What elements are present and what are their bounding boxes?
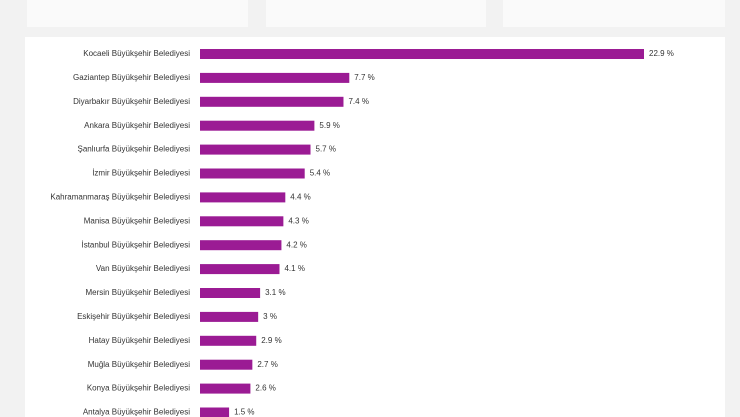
value-label: 7.4 % — [348, 97, 368, 106]
chart-panel — [25, 37, 725, 417]
category-label: Konya Büyükşehir Belediyesi — [87, 384, 190, 393]
category-label: Kahramanmaraş Büyükşehir Belediyesi — [50, 193, 190, 202]
bar — [200, 72, 350, 83]
category-label: Şanlıurfa Büyükşehir Belediyesi — [77, 145, 190, 154]
category-label: İstanbul Büyükşehir Belediyesi — [81, 240, 190, 249]
value-label: 22.9 % — [649, 49, 674, 58]
bar — [200, 288, 261, 298]
bar — [200, 383, 251, 394]
value-label: 2.6 % — [255, 384, 275, 393]
bar — [200, 264, 280, 275]
bar — [200, 192, 286, 203]
bar — [200, 120, 315, 131]
bar — [200, 96, 344, 107]
category-label: Gaziantep Büyükşehir Belediyesi — [73, 73, 190, 82]
category-label: Diyarbakır Büyükşehir Belediyesi — [73, 97, 190, 106]
summary-card — [266, 0, 486, 27]
summary-card — [503, 0, 725, 27]
bar — [200, 49, 644, 59]
bar — [200, 216, 284, 227]
value-label: 4.4 % — [290, 193, 310, 202]
bar — [200, 240, 282, 251]
category-label: Van Büyükşehir Belediyesi — [96, 264, 190, 273]
bar — [200, 311, 259, 322]
value-label: 1.5 % — [234, 408, 254, 417]
value-label: 5.7 % — [316, 145, 336, 154]
category-label: Hatay Büyükşehir Belediyesi — [89, 336, 191, 345]
bar — [200, 359, 253, 370]
category-label: İzmir Büyükşehir Belediyesi — [92, 169, 190, 178]
value-label: 2.9 % — [261, 336, 281, 345]
category-label: Mersin Büyükşehir Belediyesi — [86, 288, 191, 297]
value-label: 5.4 % — [310, 169, 330, 178]
bar — [200, 407, 230, 417]
bar — [200, 335, 257, 346]
bar — [200, 168, 305, 179]
value-label: 5.9 % — [319, 121, 339, 130]
category-label: Eskişehir Büyükşehir Belediyesi — [77, 312, 190, 321]
summary-card — [27, 0, 248, 27]
category-label: Kocaeli Büyükşehir Belediyesi — [83, 49, 190, 58]
category-label: Manisa Büyükşehir Belediyesi — [84, 216, 190, 225]
bar — [200, 144, 311, 155]
value-label: 4.2 % — [286, 240, 306, 249]
category-label: Ankara Büyükşehir Belediyesi — [84, 121, 190, 130]
category-label: Muğla Büyükşehir Belediyesi — [88, 360, 190, 369]
value-label: 4.1 % — [284, 264, 304, 273]
value-label: 4.3 % — [288, 216, 308, 225]
value-label: 3.1 % — [265, 288, 285, 297]
value-label: 2.7 % — [257, 360, 277, 369]
category-label: Antalya Büyükşehir Belediyesi — [83, 408, 190, 417]
value-label: 7.7 % — [354, 73, 374, 82]
value-label: 3 % — [263, 312, 277, 321]
